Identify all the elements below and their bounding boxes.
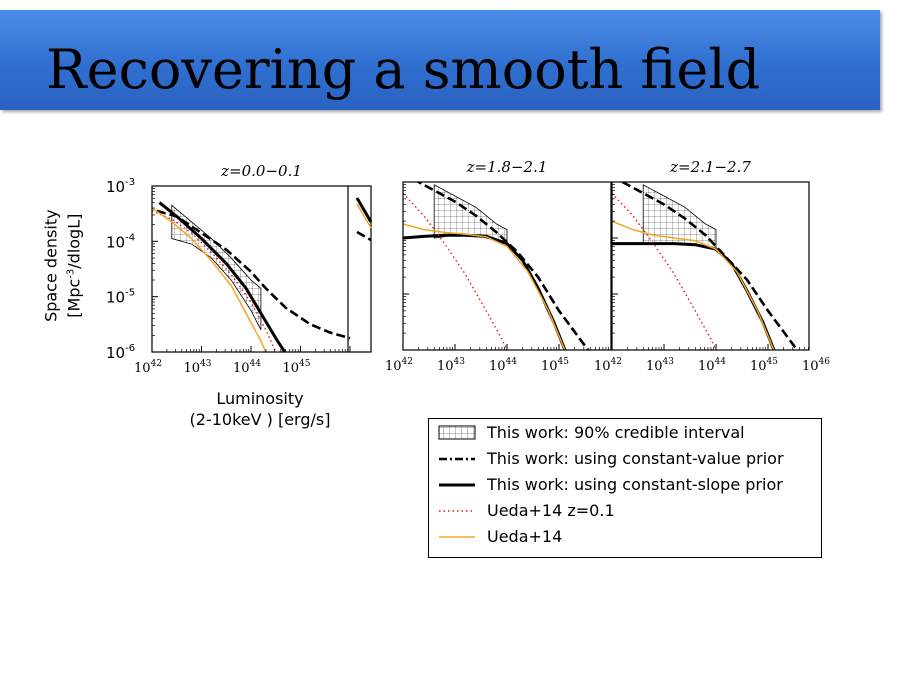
y-tick-label: 10-3	[106, 177, 135, 196]
legend-label-constant-slope: This work: using constant-slope prior	[487, 475, 783, 494]
panel-1-line-ueda14	[152, 207, 267, 352]
panel-2-plot	[403, 182, 590, 350]
y-tick-label: 10-5	[106, 288, 135, 307]
panel-3-credible-band	[642, 184, 717, 250]
panel-1-title: z=0.0−0.1	[220, 162, 302, 180]
x-tick-label: 1044	[698, 357, 726, 374]
panel-1-frame	[151, 185, 372, 353]
x-tick-label: 1044	[233, 359, 261, 376]
y-axis-label: Space density [Mpc-3/dlogL]	[41, 181, 84, 351]
y-axis-label-line1: Space density	[41, 209, 61, 322]
legend-item-ueda14: Ueda+14	[429, 525, 821, 551]
panel-1-line-constant_value	[156, 209, 351, 340]
legend-label-band: This work: 90% credible interval	[487, 423, 745, 442]
x-tick-label: 1043	[184, 359, 212, 376]
x-tick-label: 1046	[802, 357, 830, 374]
legend-swatch-band	[438, 425, 476, 440]
panel-3-frame	[611, 181, 810, 351]
x-tick-label: 1042	[134, 359, 162, 376]
legend-swatch-constant-slope	[439, 483, 475, 487]
panel-3-plot	[612, 182, 799, 350]
panel-2-title: z=1.8−2.1	[466, 158, 548, 176]
page-title: Recovering a smooth field	[46, 38, 761, 101]
legend-swatch-ueda-z01	[439, 510, 475, 512]
y-tick-label: 10-6	[106, 343, 135, 362]
panel-1-neighbour-orange	[356, 203, 372, 229]
y-axis-label-line2: [Mpc-3/dlogL]	[64, 213, 84, 318]
legend: This work: 90% credible interval This wo…	[428, 418, 822, 558]
panel-1-neighbour-line	[355, 197, 373, 223]
legend-item-constant-slope: This work: using constant-slope prior	[429, 473, 821, 499]
x-tick-label: 1045	[541, 357, 569, 374]
legend-swatch-ueda14	[439, 536, 475, 538]
legend-item-band: This work: 90% credible interval	[429, 421, 821, 447]
panel-3-line-ueda_z01	[612, 192, 717, 350]
x-tick-label: 1043	[437, 357, 465, 374]
panel-1-neighbour-dashed	[356, 230, 372, 242]
panel-3-line-constant_value	[621, 182, 799, 350]
panel-1-plot	[152, 201, 351, 352]
legend-item-constant-value: This work: using constant-value prior	[429, 447, 821, 473]
panel-3-line-ueda14	[612, 220, 775, 350]
legend-label-ueda-z01: Ueda+14 z=0.1	[487, 501, 615, 520]
title-banner: Recovering a smooth field	[0, 10, 880, 110]
panel-2-line-ueda_z01	[403, 192, 508, 350]
panel-1-line-constant_slope	[158, 201, 287, 352]
x-tick-label: 1042	[594, 357, 622, 374]
x-tick-label: 1044	[489, 357, 517, 374]
panel-1-credible-band	[171, 204, 262, 331]
x-axis-label-line2: (2-10keV ) [erg/s]	[189, 410, 331, 429]
x-tick-label: 1045	[283, 359, 311, 376]
panel-2-line-constant_slope	[403, 233, 567, 350]
x-tick-label: 1042	[385, 357, 413, 374]
legend-label-constant-value: This work: using constant-value prior	[487, 449, 784, 468]
legend-swatch-constant-value	[439, 457, 475, 461]
y-tick-label: 10-4	[106, 232, 135, 251]
legend-label-ueda14: Ueda+14	[487, 527, 563, 546]
panel-3-title: z=2.1−2.7	[669, 158, 751, 176]
legend-item-ueda-z01: Ueda+14 z=0.1	[429, 499, 821, 525]
panel-2-line-ueda14	[403, 223, 566, 350]
panel-1-line-ueda_z01	[152, 210, 277, 352]
x-axis-label-line1: Luminosity	[216, 389, 304, 408]
x-tick-label: 1045	[750, 357, 778, 374]
x-axis-label: Luminosity (2-10keV ) [erg/s]	[150, 388, 370, 430]
x-tick-label: 1043	[646, 357, 674, 374]
